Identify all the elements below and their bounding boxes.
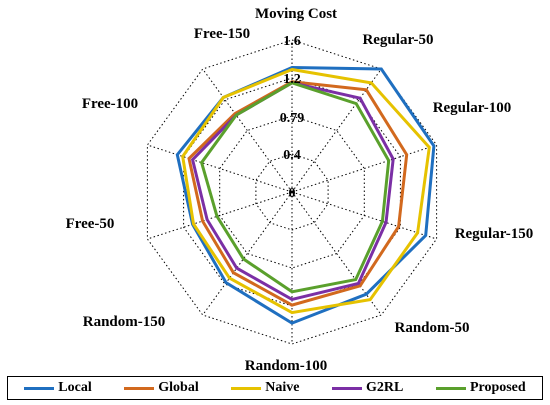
legend-label: Global — [158, 380, 199, 395]
legend-swatch — [231, 386, 262, 390]
chart-legend: Local Global Naive G2RL Proposed — [7, 376, 543, 400]
legend-item-local: Local — [24, 380, 92, 396]
legend-item-g2rl: G2RL — [332, 380, 403, 396]
legend-swatch — [332, 386, 363, 390]
legend-label: Naive — [265, 380, 300, 395]
grid-ring-4 — [146, 39, 438, 345]
legend-swatch — [124, 386, 155, 390]
radar-series — [175, 65, 436, 325]
legend-swatch — [24, 386, 55, 390]
axis-label-moving-cost: Moving Cost — [255, 6, 337, 22]
grid-spoke — [291, 191, 437, 240]
axis-label-free-150: Free-150 — [194, 26, 250, 42]
ring-label: 1.2 — [283, 72, 301, 87]
axis-label-random-150: Random-150 — [83, 314, 166, 330]
ring-label: 0 — [289, 186, 296, 201]
series-proposed-line — [199, 81, 391, 294]
ring-label: 1.6 — [283, 34, 301, 49]
axis-label-random-100: Random-100 — [245, 358, 328, 372]
grid-spoke — [291, 191, 382, 316]
axis-label-regular-150: Regular-150 — [455, 226, 534, 242]
legend-item-global: Global — [124, 380, 199, 396]
series-g2rl-line — [190, 81, 395, 301]
axis-label-random-50: Random-50 — [394, 320, 469, 336]
series-global-line — [187, 80, 409, 307]
axis-label-regular-100: Regular-100 — [433, 100, 512, 116]
axis-label-free-50: Free-50 — [66, 216, 115, 232]
axis-label-regular-50: Regular-50 — [362, 32, 433, 48]
series-naive-line — [181, 67, 431, 315]
grid-ring-1 — [255, 153, 329, 231]
legend-label: Proposed — [469, 380, 526, 395]
axis-labels: Moving Cost Regular-50 Regular-100 Regular-… — [66, 6, 534, 372]
legend-item-proposed: Proposed — [435, 380, 526, 396]
legend-item-naive: Naive — [231, 380, 300, 396]
series-local-line — [175, 65, 436, 325]
grid-spoke — [291, 144, 437, 193]
ring-label: 0.4 — [283, 148, 301, 163]
ring-label: 0.79 — [280, 111, 305, 126]
grid-spoke — [202, 68, 293, 193]
legend-swatch — [435, 386, 466, 390]
grid-spoke — [202, 191, 293, 316]
legend-label: Local — [58, 380, 92, 395]
legend-label: G2RL — [366, 380, 404, 395]
ring-labels: 0 0.4 0.79 1.2 1.6 — [280, 34, 305, 201]
grid-spoke — [291, 68, 382, 193]
grid-spoke — [147, 144, 293, 193]
axis-label-free-100: Free-100 — [82, 96, 138, 112]
radar-chart: 0 0.4 0.79 1.2 1.6 Moving Cost Regular-50 Regu… — [66, 6, 534, 372]
grid-spoke — [147, 191, 293, 240]
